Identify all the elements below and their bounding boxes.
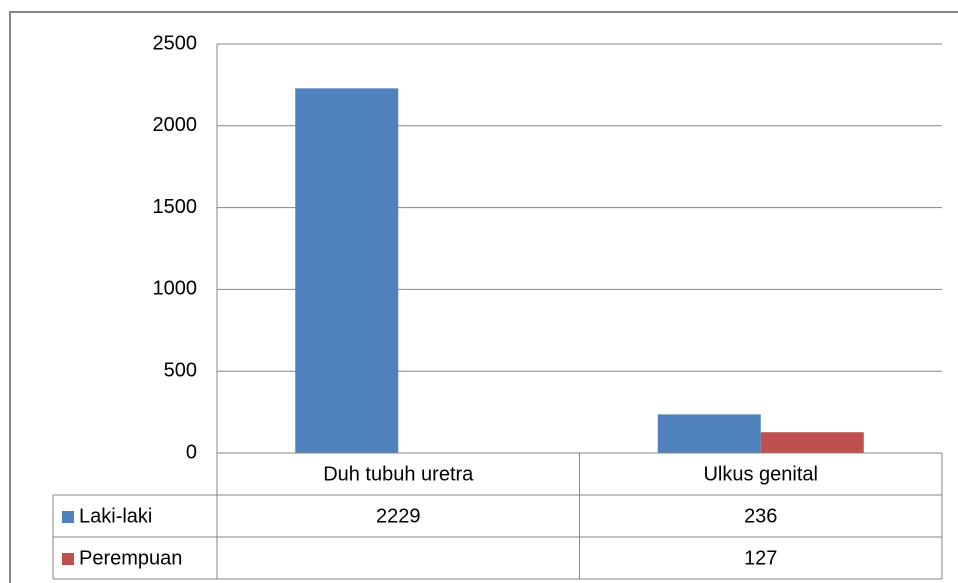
y-tick-label: 0 [186, 441, 197, 463]
legend-swatch [62, 553, 74, 565]
y-tick-label: 1000 [153, 278, 198, 300]
legend-label: Laki-laki [79, 505, 152, 527]
table-value: 127 [744, 547, 777, 569]
legend-swatch [62, 511, 74, 523]
y-tick-label: 1500 [153, 196, 198, 218]
bar [295, 88, 399, 453]
table-value: 236 [744, 505, 777, 527]
table-value: 2229 [376, 505, 421, 527]
chart-frame [9, 11, 958, 583]
bar [657, 414, 761, 453]
bar [760, 432, 864, 453]
y-tick-label: 2000 [153, 114, 198, 136]
y-tick-label: 500 [164, 359, 197, 381]
legend-label: Perempuan [79, 547, 182, 569]
y-tick-label: 2500 [153, 32, 198, 54]
x-tick-label: Duh tubuh uretra [323, 463, 474, 485]
x-tick-label: Ulkus genital [703, 463, 818, 485]
